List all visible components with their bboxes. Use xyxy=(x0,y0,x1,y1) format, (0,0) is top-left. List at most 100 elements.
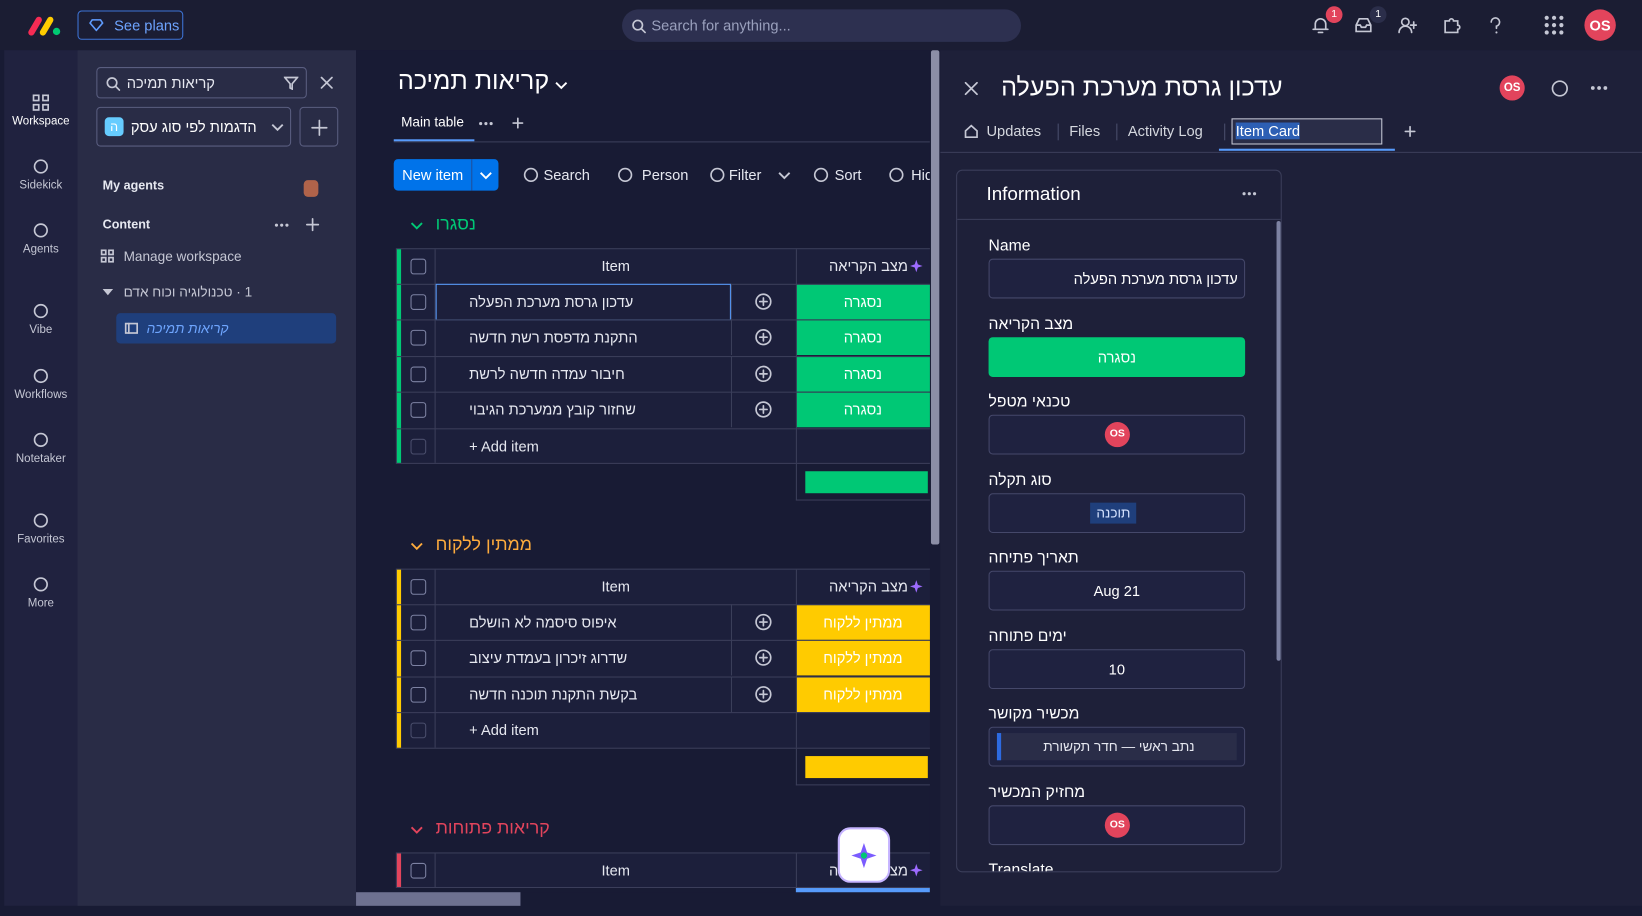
checkbox[interactable] xyxy=(410,862,427,879)
board-item[interactable]: קריאות תמיכה xyxy=(116,313,337,344)
updates-icon[interactable] xyxy=(754,685,773,704)
group-title[interactable]: נסגרו xyxy=(435,213,476,234)
updates-icon[interactable] xyxy=(754,292,773,311)
person-icon[interactable] xyxy=(617,167,634,184)
status-cell[interactable]: נסגרה xyxy=(796,392,930,428)
nav-icon[interactable] xyxy=(32,512,49,529)
nav-label[interactable]: Sidekick xyxy=(19,179,63,192)
nav-icon[interactable] xyxy=(32,303,49,320)
nav-label[interactable]: Notetaker xyxy=(15,452,66,465)
item-name[interactable]: עדכון גרסת מערכת הפעלה xyxy=(469,293,634,310)
checkbox[interactable] xyxy=(410,294,427,310)
nav-icon[interactable] xyxy=(32,158,49,175)
manage-workspace[interactable]: Manage workspace xyxy=(123,248,242,264)
add-button[interactable] xyxy=(299,106,339,147)
main-table-tab[interactable]: Main table xyxy=(401,114,464,130)
checkbox[interactable] xyxy=(410,686,427,703)
panel-tab[interactable]: Updates xyxy=(986,122,1042,140)
updates-icon[interactable] xyxy=(754,613,773,632)
sort-icon[interactable] xyxy=(813,167,830,184)
item-name[interactable]: שחזור קובץ ממערכת הגיבוי xyxy=(469,401,636,419)
nav-icon[interactable] xyxy=(32,431,49,448)
field-box[interactable]: נתב ראשי — חדר תקשורת xyxy=(988,726,1246,767)
nav-icon[interactable] xyxy=(32,368,49,385)
search-icon[interactable] xyxy=(523,167,540,184)
status-cell[interactable]: נסגרה xyxy=(796,320,930,356)
checkbox[interactable] xyxy=(410,650,427,667)
new-item-button[interactable]: New item xyxy=(393,159,499,191)
sidebar-search[interactable]: קריאות תמיכה xyxy=(96,67,307,99)
status-cell[interactable]: ממתין ללקוח xyxy=(796,605,930,640)
field-box[interactable]: 10 xyxy=(988,648,1246,689)
status-cell[interactable]: נסגרה xyxy=(796,284,930,320)
checkbox[interactable] xyxy=(410,366,427,383)
nav-icon[interactable] xyxy=(32,222,49,239)
status-cell[interactable]: נסגרה xyxy=(796,356,930,392)
grid-icon[interactable] xyxy=(1544,15,1565,36)
item-name[interactable]: התקנת מדפסת רשת חדשה xyxy=(469,329,638,346)
panel-more[interactable] xyxy=(1590,86,1608,90)
folder-name[interactable]: 1 · טכנולוגיה וכוח אדם xyxy=(123,283,253,300)
close-panel[interactable] xyxy=(964,81,978,96)
add-view[interactable] xyxy=(512,117,524,129)
checkbox[interactable] xyxy=(410,330,427,346)
folder-toggle[interactable] xyxy=(102,289,114,296)
close-icon[interactable] xyxy=(320,76,333,89)
field-box[interactable]: עדכון גרסת מערכת הפעלה xyxy=(988,258,1246,299)
help-icon[interactable] xyxy=(1487,16,1504,35)
checkbox[interactable] xyxy=(410,402,427,419)
sort-button[interactable]: Sort xyxy=(834,166,862,184)
apps-icon[interactable] xyxy=(1442,16,1461,35)
updates-icon[interactable] xyxy=(754,364,773,383)
nav-label[interactable]: Agents xyxy=(22,242,59,256)
add-item[interactable]: + Add item xyxy=(469,437,539,455)
nav-label[interactable]: Vibe xyxy=(29,323,53,337)
card-more[interactable] xyxy=(1242,192,1257,196)
bell-icon[interactable] xyxy=(1311,16,1330,35)
panel-chat[interactable] xyxy=(1551,80,1569,98)
filter-button[interactable]: Filter xyxy=(728,166,762,184)
content-more[interactable] xyxy=(274,223,289,227)
item-name[interactable]: בקשת התקנת תוכנה חדשה xyxy=(469,685,638,703)
panel-tab[interactable]: Item Card xyxy=(1235,122,1301,140)
item-name[interactable]: שדרוג זיכרון בעמדת עיצוב xyxy=(469,649,628,667)
my-agents[interactable]: My agents xyxy=(102,178,165,193)
checkbox[interactable] xyxy=(410,258,427,275)
updates-icon[interactable] xyxy=(754,328,773,347)
nav-label[interactable]: Favorites xyxy=(17,533,65,546)
checkbox[interactable] xyxy=(410,579,427,595)
panel-tab[interactable]: Activity Log xyxy=(1127,122,1203,140)
workspace-select[interactable]: ה הדגמות לפי סוג עסק xyxy=(96,106,292,147)
group-title[interactable]: קריאות פתוחות xyxy=(435,817,550,838)
invite-icon[interactable] xyxy=(1398,16,1417,35)
status-cell[interactable]: ממתין ללקוח xyxy=(796,677,930,712)
nav-label[interactable]: More xyxy=(27,596,54,610)
group-title[interactable]: ממתין ללקוח xyxy=(435,534,532,554)
field-box[interactable]: נסגרה xyxy=(988,336,1246,377)
item-name[interactable]: חיבור עמדה חדשה לרשת xyxy=(469,365,625,383)
item-name[interactable]: איפוס סיסמה לא הושלם xyxy=(469,613,617,631)
filter-icon[interactable] xyxy=(709,167,726,184)
ai-assistant-button[interactable] xyxy=(837,827,891,883)
global-search[interactable]: Search for anything... xyxy=(622,9,1022,42)
updates-icon[interactable] xyxy=(754,400,773,419)
updates-icon[interactable] xyxy=(754,649,773,668)
add-item[interactable]: + Add item xyxy=(469,721,539,739)
nav-icon[interactable] xyxy=(32,576,49,593)
checkbox[interactable] xyxy=(410,614,427,631)
hide-button[interactable]: Hid xyxy=(911,166,930,184)
see-plans-button[interactable]: See plans xyxy=(77,10,184,40)
field-box[interactable]: OS xyxy=(988,414,1246,455)
nav-icon[interactable] xyxy=(32,94,50,111)
inbox-icon[interactable] xyxy=(1354,16,1373,35)
tab-more[interactable] xyxy=(479,121,494,126)
panel-tab[interactable]: Files xyxy=(1069,122,1101,140)
field-box[interactable]: OS xyxy=(988,804,1246,845)
field-box[interactable]: תוכנה xyxy=(988,492,1246,533)
field-box[interactable]: 21 Aug xyxy=(988,570,1246,611)
content-add[interactable] xyxy=(305,218,320,232)
nav-label[interactable]: Workspace xyxy=(12,115,70,128)
status-cell[interactable]: ממתין ללקוח xyxy=(796,641,930,676)
person-button[interactable]: Person xyxy=(641,166,689,184)
hide-icon[interactable] xyxy=(888,167,905,184)
